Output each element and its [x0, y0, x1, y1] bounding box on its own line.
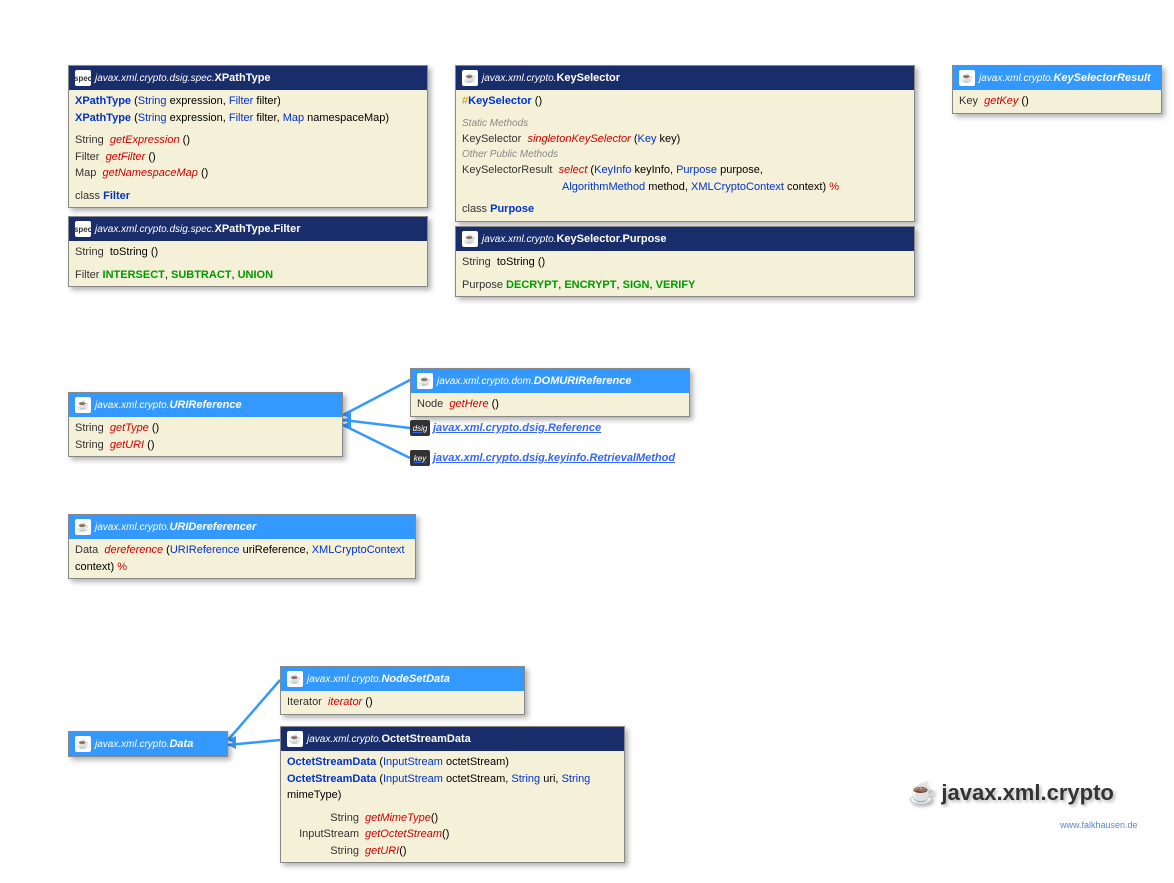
class-name: DOMURIReference	[534, 375, 632, 387]
pkg-name: javax.xml.crypto.	[307, 674, 381, 685]
pkg-name: javax.xml.crypto.	[979, 73, 1053, 84]
class-name: Data	[169, 738, 193, 750]
spec-icon: spec	[75, 70, 91, 86]
class-body: XPathType (String expression, Filter fil…	[69, 90, 427, 207]
ref-reference[interactable]: dsigjavax.xml.crypto.dsig.Reference	[410, 420, 601, 436]
class-body: Node getHere ()	[411, 393, 689, 416]
pkg-name: javax.xml.crypto.	[482, 73, 556, 84]
diagram-title: ☕ javax.xml.crypto	[908, 780, 1114, 806]
class-body: #KeySelector ()Static MethodsKeySelector…	[456, 90, 914, 221]
class-header: ☕ javax.xml.crypto.KeySelectorResult	[953, 66, 1161, 90]
class-xpathtype_filter: spec javax.xml.crypto.dsig.spec.XPathType…	[68, 216, 428, 287]
class-keyselectorresult: ☕ javax.xml.crypto.KeySelectorResult Key g…	[952, 65, 1162, 114]
class-name: KeySelector.Purpose	[556, 233, 666, 245]
class-uridereferencer: ☕ javax.xml.crypto.URIDereferencer Data de…	[68, 514, 416, 579]
pkg-name: javax.xml.crypto.	[95, 400, 169, 411]
class-name: OctetStreamData	[381, 733, 470, 745]
class-name: XPathType.Filter	[215, 223, 301, 235]
class-header: ☕ javax.xml.crypto.NodeSetData	[281, 667, 524, 691]
ref-retrievalmethod[interactable]: keyjavax.xml.crypto.dsig.keyinfo.Retriev…	[410, 450, 675, 466]
class-header: spec javax.xml.crypto.dsig.spec.XPathType…	[69, 217, 427, 241]
class-xpathtype: specjavax.xml.crypto.dsig.spec.XPathType…	[68, 65, 428, 208]
class-icon: ☕	[75, 736, 91, 752]
pkg-name: javax.xml.crypto.	[307, 734, 381, 745]
class-body: String toString ()Purpose DECRYPT, ENCRY…	[456, 251, 914, 296]
class-icon: ☕	[75, 397, 91, 413]
class-body: String toString ()Filter INTERSECT, SUBT…	[69, 241, 427, 286]
class-name: KeySelector	[556, 72, 620, 84]
class-header: ☕ javax.xml.crypto.Data	[69, 732, 227, 756]
class-keyselector_purpose: ☕ javax.xml.crypto.KeySelector.Purpose Str…	[455, 226, 915, 297]
class-icon: ☕	[462, 70, 478, 86]
class-header: ☕ javax.xml.crypto.dom.DOMURIReference	[411, 369, 689, 393]
class-body: Data dereference (URIReference uriRefere…	[69, 539, 415, 578]
class-name: NodeSetData	[381, 673, 449, 685]
class-name: XPathType	[215, 72, 271, 84]
pkg-name: javax.xml.crypto.	[95, 522, 169, 533]
class-body: Iterator iterator ()	[281, 691, 524, 714]
badge-icon: key	[410, 450, 430, 466]
pkg-name: javax.xml.crypto.dsig.spec.	[95, 73, 215, 84]
class-icon: ☕	[287, 671, 303, 687]
pkg-name: javax.xml.crypto.	[482, 234, 556, 245]
class-nodesetdata: ☕ javax.xml.crypto.NodeSetData Iterator it…	[280, 666, 525, 715]
title-text: javax.xml.crypto	[941, 780, 1113, 806]
class-header: ☕ javax.xml.crypto.OctetStreamData	[281, 727, 624, 751]
class-header: ☕ javax.xml.crypto.URIReference	[69, 393, 342, 417]
class-icon: ☕	[417, 373, 433, 389]
pkg-name: javax.xml.crypto.dsig.spec.	[95, 224, 215, 235]
class-header: ☕ javax.xml.crypto.KeySelector.Purpose	[456, 227, 914, 251]
class-name: URIDereferencer	[169, 521, 256, 533]
class-header: ☕ javax.xml.crypto.KeySelector	[456, 66, 914, 90]
class-icon: ☕	[75, 519, 91, 535]
class-header: spec javax.xml.crypto.dsig.spec.XPathType	[69, 66, 427, 90]
class-body: Key getKey ()	[953, 90, 1161, 113]
pkg-name: javax.xml.crypto.dom.	[437, 376, 534, 387]
class-urireference: ☕ javax.xml.crypto.URIReference String get…	[68, 392, 343, 457]
class-body: OctetStreamData (InputStream octetStream…	[281, 751, 624, 862]
class-keyselector: ☕ javax.xml.crypto.KeySelector #KeySelecto…	[455, 65, 915, 222]
package-icon: ☕	[908, 780, 935, 806]
class-icon: ☕	[462, 231, 478, 247]
spec-icon: spec	[75, 221, 91, 237]
class-octetstreamdata: ☕ javax.xml.crypto.OctetStreamData OctetSt…	[280, 726, 625, 863]
class-icon: ☕	[959, 70, 975, 86]
ref-label: javax.xml.crypto.dsig.Reference	[433, 422, 601, 434]
class-name: KeySelectorResult	[1053, 72, 1150, 84]
class-header: ☕ javax.xml.crypto.URIDereferencer	[69, 515, 415, 539]
ref-label: javax.xml.crypto.dsig.keyinfo.RetrievalM…	[433, 452, 675, 464]
badge-icon: dsig	[410, 420, 430, 436]
class-data: ☕ javax.xml.crypto.Data	[68, 731, 228, 757]
pkg-name: javax.xml.crypto.	[95, 739, 169, 750]
class-name: URIReference	[169, 399, 241, 411]
class-icon: ☕	[287, 731, 303, 747]
class-domurireference: ☕ javax.xml.crypto.dom.DOMURIReference Nod…	[410, 368, 690, 417]
class-body: String getType ()String getURI ()	[69, 417, 342, 456]
footer-link[interactable]: www.falkhausen.de	[1060, 820, 1138, 830]
